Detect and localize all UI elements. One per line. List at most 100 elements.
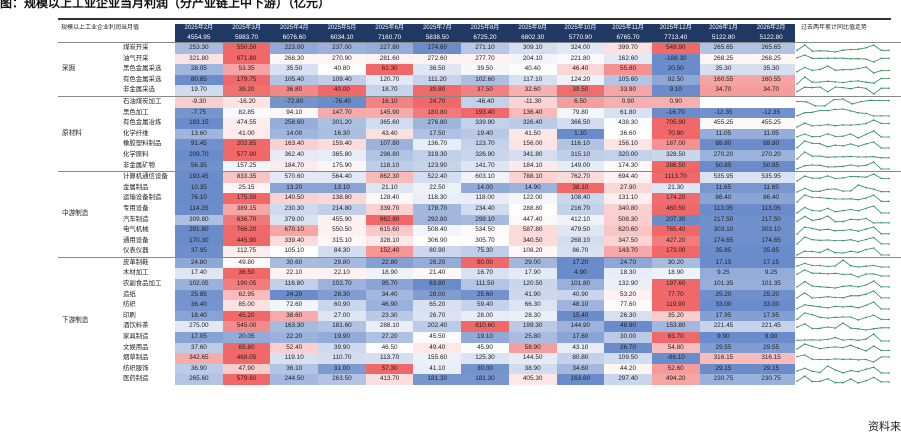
value-cell: 17.15 — [699, 256, 748, 269]
total-cell: 7160.70 — [365, 33, 414, 43]
value-cell: 570.60 — [270, 171, 319, 183]
value-cell: 29.80 — [318, 256, 366, 269]
sparkline-point — [857, 241, 860, 243]
value-cell: 39.50 — [461, 64, 509, 75]
sparkline-point — [857, 382, 860, 385]
value-cell: 36.60 — [604, 128, 652, 140]
sparkline-line — [796, 119, 889, 128]
sparkline-point — [880, 275, 883, 278]
sparkline-point — [888, 318, 890, 320]
sparkline-point — [872, 173, 875, 175]
table-row: 造纸 25.85 62.95 24.20 28.30 34.40 28.00 25.60 41.… — [58, 289, 901, 301]
sparkline-point — [888, 340, 890, 342]
sparkline-point — [872, 301, 875, 303]
value-cell: 79.80 — [556, 107, 605, 119]
total-cell: 5983.70 — [222, 33, 271, 43]
sparkline-point — [857, 265, 860, 268]
sparkline-point — [842, 97, 844, 100]
table-row: 化学纤维 13.60 41.00 14.00 16.30 43.40 17.50 19.40 4… — [58, 128, 901, 140]
sparkline-point — [819, 264, 821, 267]
sparkline-point — [842, 68, 844, 71]
value-cell: 34.60 — [556, 363, 605, 375]
value-cell: 216.70 — [556, 203, 605, 215]
value-cell: 92.50 — [651, 74, 700, 86]
value-cell: 16.30 — [318, 128, 366, 140]
sparkline-point — [819, 297, 821, 299]
sparkline-point — [865, 176, 867, 178]
sparkline — [796, 280, 890, 289]
value-cell: 221.45 — [699, 321, 748, 333]
sparkline-point — [796, 285, 798, 288]
value-cell: 34.70 — [699, 85, 748, 97]
sparkline — [796, 343, 890, 353]
sparkline-line — [796, 322, 889, 331]
sparkline-point — [834, 272, 837, 275]
value-cell: 204.10 — [508, 53, 557, 65]
value-cell: 620.60 — [604, 225, 652, 236]
empty-cell — [699, 95, 748, 108]
value-cell: 80.80 — [556, 353, 605, 364]
value-cell: 833.35 — [222, 171, 271, 183]
sparkline-point — [814, 104, 817, 107]
sparkline-point — [842, 306, 844, 308]
sparkline-point — [834, 336, 837, 339]
sparkline-point — [865, 122, 867, 125]
value-cell: 66.30 — [508, 300, 557, 311]
industry-name: 化学原料 — [123, 150, 149, 158]
sparkline-point — [888, 77, 890, 79]
sparkline-point — [880, 340, 883, 342]
value-cell: 17.90 — [508, 268, 557, 280]
sparkline-point — [826, 286, 829, 288]
sparkline-line — [796, 365, 889, 374]
sparkline-point — [834, 86, 837, 88]
table-row: 运输设备制造 76.10 175.50 140.50 138.80 128.40 118.3… — [58, 193, 901, 204]
header-row: 规模以上工业企业利润当月值 2025年2月 2025年3月 2025年4月 2025年5… — [58, 24, 901, 33]
sparkline-point — [811, 338, 814, 341]
sparkline — [796, 65, 890, 74]
sparkline-point — [826, 316, 829, 319]
value-cell: 61.80 — [604, 107, 652, 119]
sparkline-point — [857, 123, 860, 126]
sparkline-point — [872, 72, 875, 74]
value-cell: 17.15 — [747, 256, 795, 269]
value-cell: 545.00 — [222, 321, 271, 333]
industry-name: 黑色金属采选 — [123, 65, 162, 73]
sparkline-point — [832, 98, 835, 101]
table-row: 电气机械 291.80 766.20 670.10 550.50 615.60 508.40… — [58, 225, 901, 236]
value-cell: 263.50 — [318, 374, 366, 385]
sparkline-point — [849, 58, 852, 60]
sparkline-point — [819, 80, 821, 83]
value-cell: 54.80 — [651, 342, 700, 354]
sparkline-point — [819, 110, 821, 112]
sparkline-point — [811, 328, 814, 330]
sparkline-cell — [795, 268, 901, 279]
value-cell: 40.80 — [318, 64, 366, 75]
sparkline-point — [842, 258, 844, 261]
sparkline-point — [865, 228, 867, 230]
value-cell: 80.90 — [413, 246, 462, 258]
value-cell: 181.60 — [318, 321, 366, 333]
industry-name: 家具制造 — [123, 333, 149, 341]
value-cell: 45.90 — [461, 342, 509, 354]
sparkline-point — [819, 327, 821, 330]
sparkline-point — [819, 135, 821, 137]
totals-spacer — [120, 33, 175, 43]
value-cell: 27.00 — [318, 310, 366, 322]
sparkline-point — [872, 361, 875, 363]
sparkline-point — [857, 276, 860, 279]
value-cell: 83.80 — [413, 279, 462, 290]
value-cell: 163.30 — [270, 321, 319, 333]
value-cell: 253.30 — [175, 41, 223, 54]
sparkline-point — [865, 46, 867, 49]
sparkline-point — [857, 79, 860, 82]
total-cell: 6725.20 — [461, 33, 509, 43]
value-cell: 131.10 — [604, 193, 652, 204]
sparkline-point — [811, 219, 814, 222]
value-cell: 107.80 — [365, 139, 414, 150]
value-cell: 22.80 — [365, 256, 414, 269]
sparkline-point — [826, 207, 829, 209]
value-cell: 244.50 — [270, 374, 319, 385]
sparkline — [796, 364, 890, 374]
value-cell: 9.90 — [747, 332, 795, 343]
sparkline-point — [826, 146, 829, 148]
